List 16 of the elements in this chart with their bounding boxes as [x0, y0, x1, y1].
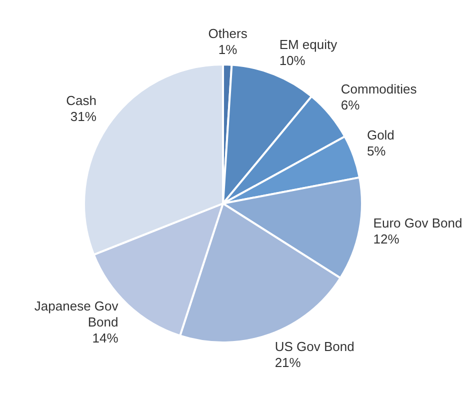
data-label: 21%: [274, 355, 302, 370]
slice-label: US Gov Bond: [274, 339, 354, 354]
data-label: 31%: [70, 109, 97, 124]
data-label: 10%: [279, 52, 306, 68]
slice-label: Japanese Gov Bond: [34, 298, 119, 330]
data-label: 12%: [373, 232, 400, 247]
data-label: 6%: [340, 98, 360, 113]
slice-label: Others: [208, 26, 248, 42]
data-label: 5%: [366, 143, 386, 158]
data-label: 14%: [92, 330, 119, 346]
slice-label: EM equity: [279, 36, 338, 52]
data-label: 1%: [218, 42, 238, 58]
slice-label: Cash: [66, 93, 96, 108]
slice-label: Commodities: [340, 82, 418, 97]
slice-label: Gold: [366, 127, 394, 142]
slice-label: Euro Gov Bond: [373, 216, 462, 231]
